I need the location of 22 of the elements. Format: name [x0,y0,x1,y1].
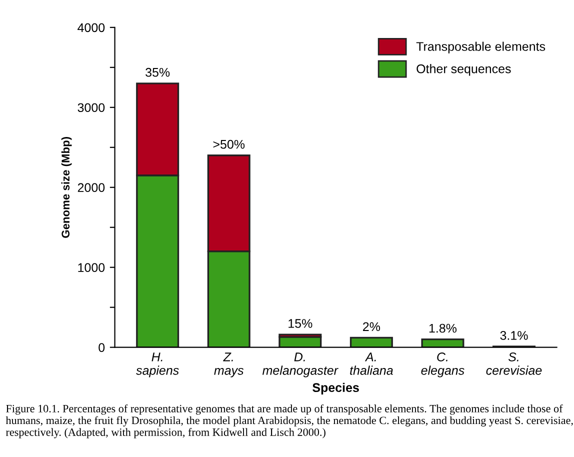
annotation: 2% [363,322,380,332]
y-axis-title: Genome size (Mbp) [61,136,72,238]
x-axis-title: Species [312,382,359,395]
x-tick-label: D. melanogaster [262,352,338,378]
legend-label: Other sequences [416,64,511,76]
y-tick-label: 1000 [78,263,105,272]
y-tick-label: 4000 [78,23,105,32]
annotation: >50% [213,140,245,149]
y-tick-label: 2000 [78,183,105,192]
legend-label: Transposable elements [416,42,546,54]
y-tick-label: 3000 [78,103,105,112]
x-tick-label: C. elegans [421,352,464,378]
annotation: 3.1% [500,331,528,340]
annotation: 15% [288,319,312,328]
caption: Figure 10.1. Percentages of representative genomes that are made up of transposable elements. The genomes include those of humans, maize, the fruit fly Drosophila, the model plant Arabidopsis, the nematode C. elegans, and budding yeast S. cerevisiae, respectively. (Adapted, with permission, from Kidwell and Lisch 2000.) [6,404,573,438]
annotation: 35% [146,68,170,77]
x-tick-label: A. thaliana [350,352,393,375]
annotation: 1.8% [429,324,457,333]
x-tick-label: S. cerevisiae [486,352,542,375]
x-tick-label: H. sapiens [136,352,179,378]
x-tick-label: Z. mays [214,352,244,378]
y-tick-label: 0 [98,343,105,352]
